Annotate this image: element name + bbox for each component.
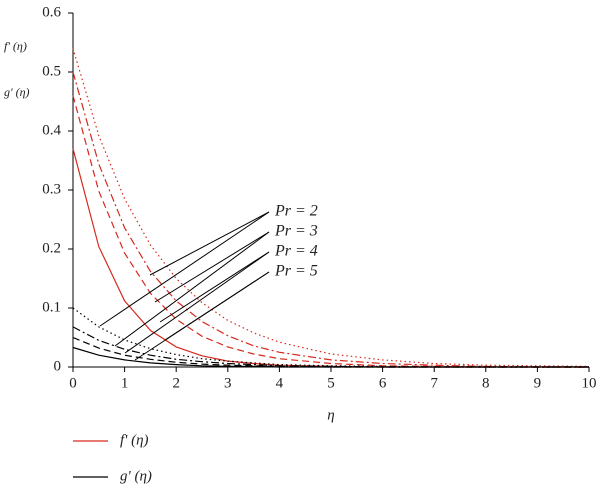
series-line (72, 71, 589, 368)
x-tick-label: 7 (430, 375, 438, 391)
x-tick-label: 6 (379, 375, 387, 391)
y-tick-label: 0.4 (42, 122, 61, 138)
y-axis-label: g' (η) (4, 85, 30, 99)
annotation: Pr = 2 (274, 203, 318, 220)
y-tick-label: 0.3 (42, 181, 61, 197)
y-tick-label: 0.6 (42, 4, 61, 20)
annotation-leader (99, 211, 270, 327)
x-tick-label: 5 (327, 375, 335, 391)
x-tick-label: 0 (69, 375, 77, 391)
legend-label: g' (η) (120, 468, 152, 484)
x-tick-label: 9 (534, 375, 542, 391)
y-axis-label: f' (η) (4, 39, 27, 53)
series-line (72, 326, 589, 368)
y-tick-label: 0 (54, 358, 62, 374)
series-line (72, 148, 589, 368)
annotation: Pr = 3 (274, 223, 318, 240)
y-tick-label: 0.5 (42, 63, 61, 79)
x-tick-label: 10 (582, 375, 597, 391)
annotation-leader (134, 271, 270, 361)
x-tick-label: 1 (121, 375, 129, 391)
x-axis-label: η (327, 407, 334, 423)
annotation-leader (124, 251, 270, 354)
series-line (72, 307, 589, 368)
x-tick-label: 8 (482, 375, 490, 391)
series-line (72, 95, 589, 368)
annotation-leader (154, 231, 270, 303)
series-line (72, 48, 590, 367)
x-tick-label: 3 (224, 375, 232, 391)
legend-label: f' (η) (120, 432, 149, 448)
annotation: Pr = 4 (274, 243, 318, 260)
annotation: Pr = 5 (274, 263, 318, 280)
y-tick-label: 0.1 (42, 299, 61, 315)
annotation-leader (149, 211, 270, 276)
annotation-leader (159, 251, 270, 323)
x-tick-label: 4 (276, 375, 284, 391)
annotation-leader (114, 231, 270, 347)
y-tick-label: 0.2 (42, 240, 61, 256)
x-tick-label: 2 (172, 375, 180, 391)
